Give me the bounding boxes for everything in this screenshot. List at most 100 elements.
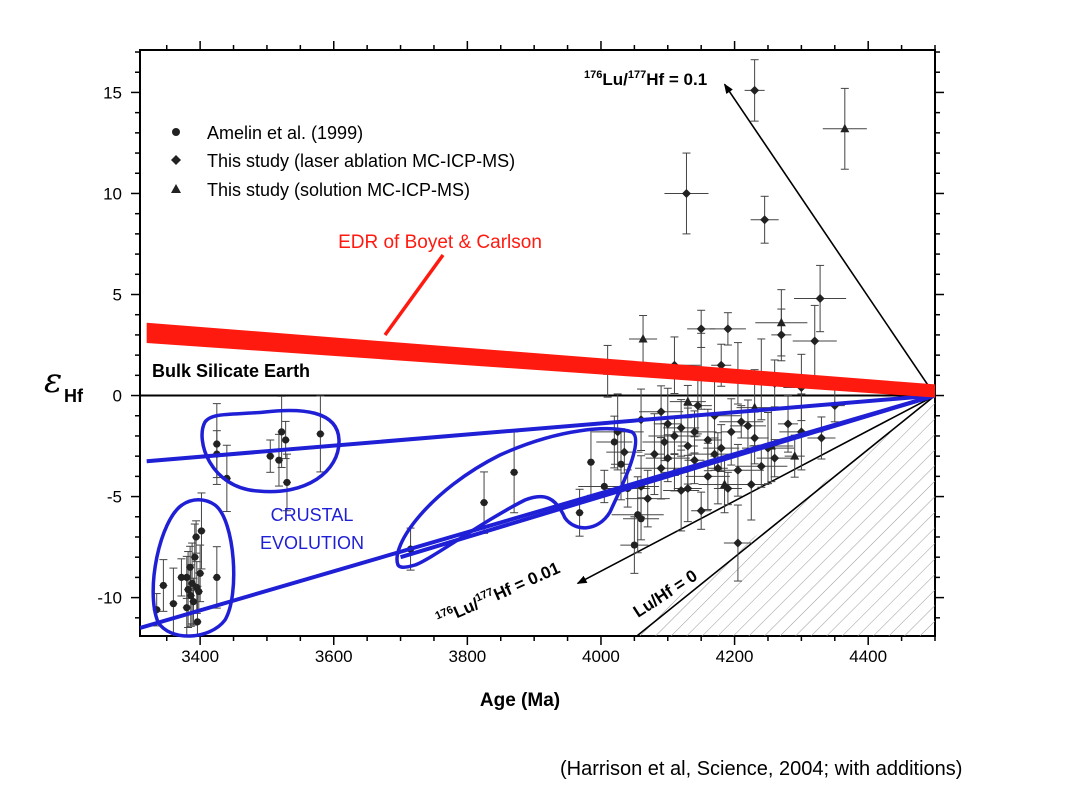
crustal-label-line1: CRUSTAL xyxy=(271,505,354,525)
data-point-diamond xyxy=(689,427,699,437)
data-point-diamond xyxy=(703,471,713,481)
data-point-diamond xyxy=(716,360,726,370)
x-tick-label: 4400 xyxy=(849,647,887,666)
data-point-diamond xyxy=(710,449,720,459)
data-point-circle xyxy=(510,468,518,476)
data-point-circle xyxy=(575,509,584,517)
data-point-diamond xyxy=(696,324,706,334)
data-point-diamond xyxy=(649,449,659,459)
data-point-diamond xyxy=(723,324,733,334)
crustal-evolution-lower-line xyxy=(140,393,935,630)
y-tick-label: 15 xyxy=(103,83,122,102)
data-point-triangle xyxy=(776,317,786,327)
data-point-circle xyxy=(195,587,203,596)
data-point-diamond xyxy=(783,419,793,429)
data-point-diamond xyxy=(659,437,669,447)
data-point-circle xyxy=(183,573,191,582)
data-point-diamond xyxy=(669,431,679,441)
data-point-diamond xyxy=(776,330,786,340)
data-point-circle xyxy=(189,598,198,606)
edr-pointer-line xyxy=(383,253,445,337)
legend-label-laser: This study (laser ablation MC-ICP-MS) xyxy=(207,151,515,171)
y-axis-label-symbol: ε xyxy=(44,361,62,401)
data-point-triangle xyxy=(720,479,730,488)
data-point-circle xyxy=(159,581,167,590)
lu-hf-001-trend-arrow xyxy=(576,394,935,585)
cluster-outline-3900 xyxy=(395,427,638,569)
axis-ticks: 3400 3600 3800 4000 4200 4400 15 10 5 0 -5 -10 xyxy=(97,41,944,666)
data-point-circle xyxy=(316,430,324,438)
data-point-diamond xyxy=(750,85,760,95)
data-point-diamond xyxy=(683,441,693,451)
data-point-diamond xyxy=(676,486,686,496)
legend: Amelin et al. (1999) This study (laser a… xyxy=(171,123,515,200)
y-tick-label: -10 xyxy=(97,589,122,608)
data-point-diamond xyxy=(810,336,820,346)
data-point-circle xyxy=(186,563,194,571)
data-point-diamond xyxy=(689,455,699,465)
lu-hf-001-label: 176Lu/177Hf = 0.01 xyxy=(433,557,562,629)
x-tick-label: 3600 xyxy=(315,647,353,666)
data-point-diamond xyxy=(750,433,760,443)
data-point-circle xyxy=(196,569,204,577)
data-point-diamond xyxy=(703,435,713,445)
legend-label-amelin: Amelin et al. (1999) xyxy=(207,123,363,143)
data-point-diamond xyxy=(656,407,666,417)
y-tick-label: 0 xyxy=(113,387,122,406)
data-point-circle xyxy=(282,436,290,444)
data-point-diamond xyxy=(663,453,673,463)
data-point-circle xyxy=(183,604,191,612)
data-point-diamond xyxy=(816,433,826,443)
x-tick-label: 4000 xyxy=(582,647,620,666)
data-point-circle xyxy=(191,553,199,561)
crustal-evolution-upper-line xyxy=(146,393,935,464)
y-tick-label: -5 xyxy=(107,488,122,507)
data-point-diamond xyxy=(663,419,673,429)
data-point-circle xyxy=(610,438,618,446)
x-tick-label: 3400 xyxy=(181,647,219,666)
data-point-circle xyxy=(587,458,595,466)
data-point-circle xyxy=(617,460,625,468)
data-point-diamond xyxy=(733,538,743,548)
data-point-diamond xyxy=(736,417,746,427)
edr-label: EDR of Boyet & Carlson xyxy=(338,232,542,253)
y-axis-label-sub: Hf xyxy=(64,386,84,406)
legend-circle-icon xyxy=(172,128,180,136)
data-point-diamond xyxy=(656,463,666,473)
x-tick-label: 3800 xyxy=(448,647,486,666)
data-point-triangle xyxy=(840,123,850,133)
data-point-circle xyxy=(187,591,195,600)
data-point-diamond xyxy=(693,401,703,411)
data-point-circle xyxy=(213,440,221,448)
data-point-circle xyxy=(213,573,221,582)
data-point-diamond xyxy=(683,483,693,493)
y-tick-label: 5 xyxy=(113,286,122,305)
data-point-circle xyxy=(177,573,186,582)
data-point-diamond xyxy=(770,453,780,463)
data-point-circle xyxy=(637,515,645,523)
plot-frame xyxy=(139,49,936,637)
data-point-circle xyxy=(630,541,638,549)
data-point-circle xyxy=(169,600,178,608)
data-point-circle xyxy=(184,585,192,594)
data-point-circle xyxy=(600,482,608,491)
data-point-triangle xyxy=(683,396,693,406)
bulk-silicate-earth-label: Bulk Silicate Earth xyxy=(152,361,310,381)
data-point-triangle xyxy=(790,451,800,460)
data-point-diamond xyxy=(756,461,766,471)
data-point-circle xyxy=(193,618,202,626)
lu-hf-01-label: 176Lu/177Hf = 0.1 xyxy=(584,69,707,89)
cluster-outline-3400 xyxy=(151,498,236,638)
data-point-diamond xyxy=(696,506,706,516)
data-point-circle xyxy=(192,533,200,541)
crustal-label-line2: EVOLUTION xyxy=(260,533,364,553)
legend-label-solution: This study (solution MC-ICP-MS) xyxy=(207,180,470,200)
edr-band xyxy=(146,322,935,398)
data-point-diamond xyxy=(643,494,653,504)
data-point-circle xyxy=(283,478,291,487)
data-point-diamond xyxy=(713,463,723,473)
data-point-triangle xyxy=(638,333,648,343)
forbidden-region-hatch xyxy=(627,395,935,636)
legend-triangle-icon xyxy=(171,184,181,193)
